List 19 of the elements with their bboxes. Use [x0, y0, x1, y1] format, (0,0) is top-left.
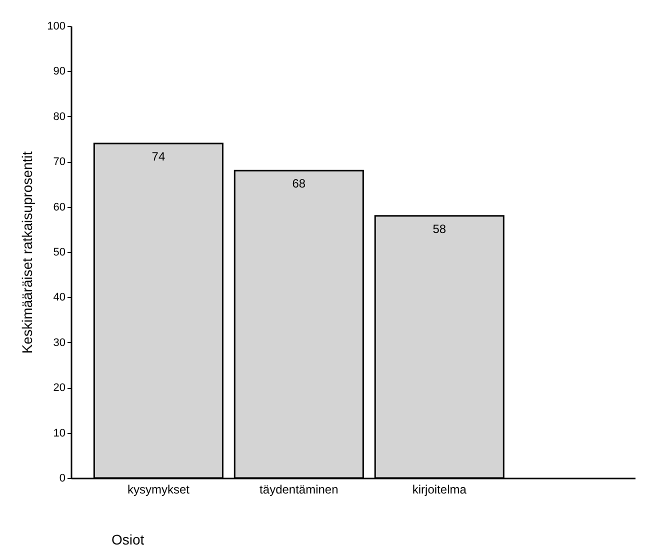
y-tick-label: 10	[53, 427, 66, 440]
y-tick-label: 100	[47, 20, 66, 32]
y-tick-label: 60	[53, 201, 66, 214]
y-tick-label: 40	[53, 292, 66, 304]
y-tick-label: 80	[53, 110, 66, 123]
y-tick-label: 90	[53, 66, 66, 78]
y-tick-label: 70	[53, 156, 66, 168]
x-tick-label: kysymykset	[127, 482, 190, 496]
y-axis-title: Keskimääräiset ratkaisuprosentit	[19, 151, 36, 354]
y-tick-label: 50	[53, 246, 66, 258]
data-label: 74	[152, 150, 166, 164]
y-tick-label: 20	[53, 382, 66, 394]
y-tick-label: 0	[59, 472, 66, 484]
data-label: 58	[432, 222, 446, 236]
data-label: 68	[292, 176, 306, 191]
x-axis-title: Osiot	[112, 532, 144, 548]
x-tick-label: kirjoitelma	[412, 482, 467, 496]
x-tick-label: täydentäminen	[260, 482, 338, 496]
y-tick-label: 30	[53, 336, 66, 349]
